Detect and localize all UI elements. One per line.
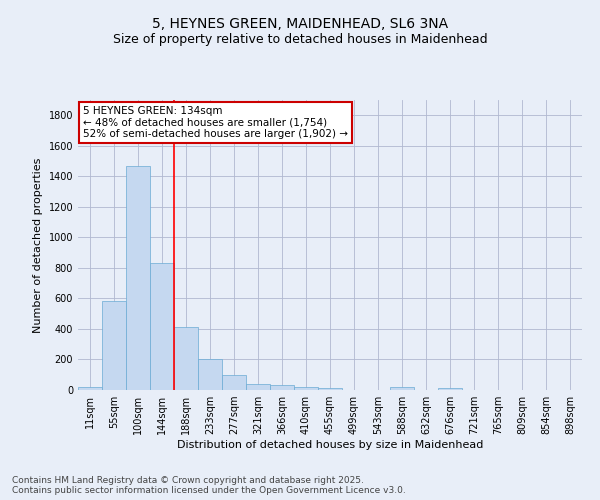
Bar: [390, 387, 414, 390]
Y-axis label: Number of detached properties: Number of detached properties: [33, 158, 43, 332]
Bar: [102, 300, 126, 390]
Bar: [222, 374, 246, 390]
Bar: [270, 386, 294, 390]
X-axis label: Distribution of detached houses by size in Maidenhead: Distribution of detached houses by size …: [177, 440, 483, 450]
Text: 5 HEYNES GREEN: 134sqm
← 48% of detached houses are smaller (1,754)
52% of semi-: 5 HEYNES GREEN: 134sqm ← 48% of detached…: [83, 106, 348, 139]
Bar: [198, 360, 222, 390]
Bar: [126, 166, 150, 390]
Bar: [78, 387, 102, 390]
Bar: [318, 388, 342, 390]
Text: Contains HM Land Registry data © Crown copyright and database right 2025.
Contai: Contains HM Land Registry data © Crown c…: [12, 476, 406, 495]
Bar: [246, 384, 270, 390]
Text: 5, HEYNES GREEN, MAIDENHEAD, SL6 3NA: 5, HEYNES GREEN, MAIDENHEAD, SL6 3NA: [152, 18, 448, 32]
Bar: [294, 387, 318, 390]
Bar: [174, 326, 198, 390]
Bar: [150, 264, 174, 390]
Text: Size of property relative to detached houses in Maidenhead: Size of property relative to detached ho…: [113, 32, 487, 46]
Bar: [438, 388, 462, 390]
